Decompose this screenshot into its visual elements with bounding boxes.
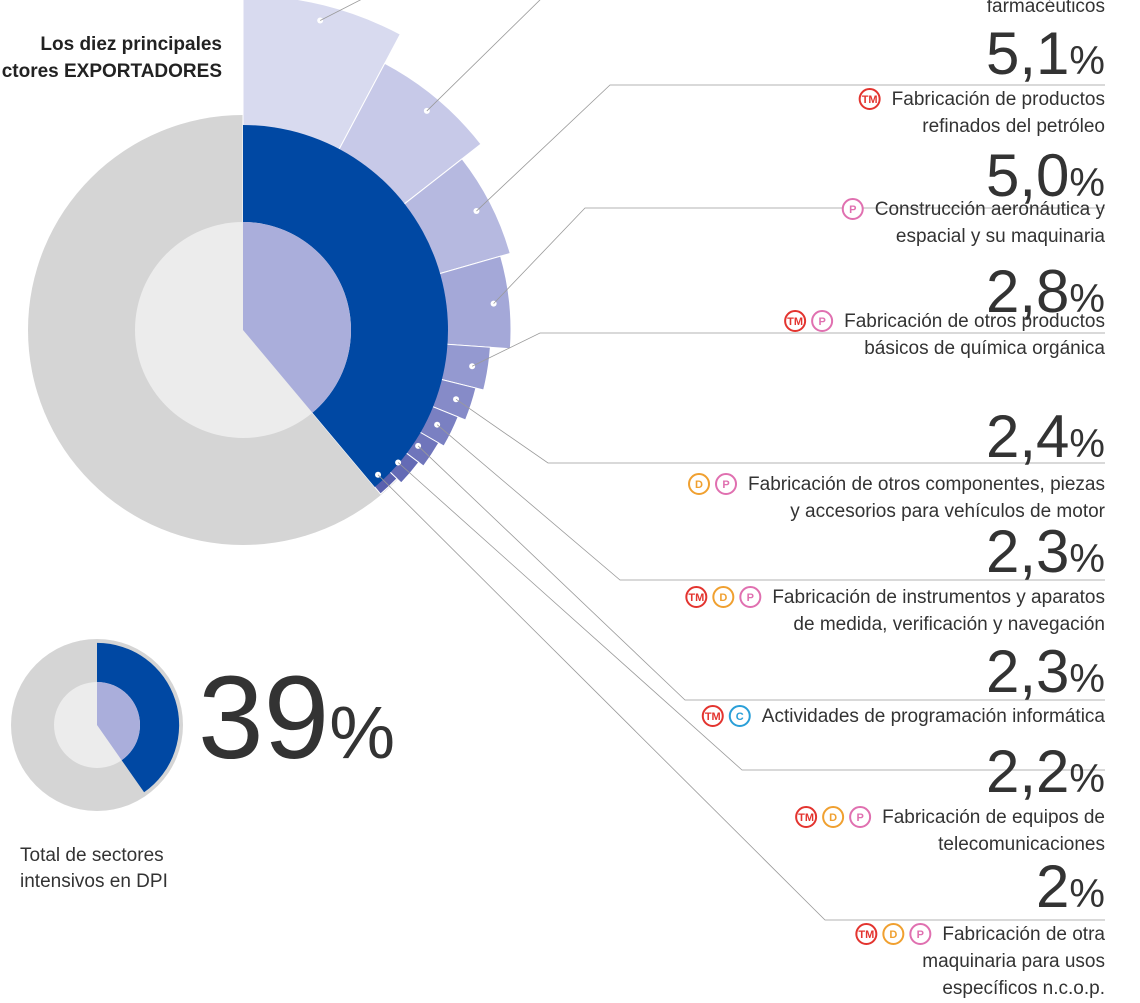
icon-letter: TM <box>862 94 878 106</box>
sector-value: 2,2% <box>986 738 1105 805</box>
leader-line <box>493 207 1105 304</box>
sector-value: 2,3% <box>986 638 1105 705</box>
value-number: 2,3 <box>986 638 1069 705</box>
sector-value: 2,4% <box>986 403 1105 470</box>
main-donut <box>28 0 512 545</box>
icon-letter: TM <box>798 812 814 824</box>
value-unit: % <box>1069 422 1105 466</box>
icon-letter: D <box>889 929 897 941</box>
icon-badge <box>855 923 878 945</box>
leader-line <box>455 398 1105 464</box>
sector-label: telecomunicaciones <box>938 834 1105 855</box>
value-unit: % <box>1069 277 1105 321</box>
icon-badge <box>728 705 751 727</box>
value-unit: % <box>1069 161 1105 205</box>
total-value: 39% <box>198 652 395 784</box>
sector-label: farmacéuticos <box>987 0 1105 17</box>
value-unit: % <box>1069 872 1105 916</box>
icon-letter: P <box>722 479 729 491</box>
icon-letter: P <box>747 592 754 604</box>
total-label: intensivos en DPI <box>20 871 168 892</box>
leader-line <box>426 0 541 112</box>
value-unit: % <box>1069 537 1105 581</box>
leader-line <box>476 84 1105 212</box>
sector-label: Fabricación de instrumentos y aparatos <box>772 587 1105 608</box>
icon-letter: C <box>736 711 744 723</box>
title: Los diez principales <box>40 34 222 55</box>
icon-badge <box>841 198 864 220</box>
total-label: Total de sectores <box>20 845 164 866</box>
value-number: 5,0 <box>986 142 1069 209</box>
sector-label: Fabricación de equipos de <box>882 807 1105 828</box>
sector-label: Actividades de programación informática <box>762 706 1106 727</box>
icon-badge <box>715 473 738 495</box>
sector-label: específicos n.c.o.p. <box>942 978 1105 999</box>
value-unit: % <box>1069 757 1105 801</box>
sector-label: Fabricación de otra <box>942 924 1105 945</box>
leader-line <box>471 332 1105 367</box>
sector-value: 2% <box>1036 853 1105 920</box>
icon-letter: TM <box>688 592 704 604</box>
sector-label: de medida, verificación y navegación <box>793 614 1105 635</box>
value-unit: % <box>1069 657 1105 701</box>
icon-badge <box>858 88 881 110</box>
icon-badge <box>822 806 845 828</box>
icon-badge <box>712 586 735 608</box>
icon-letter: P <box>856 812 863 824</box>
sector-label: Fabricación de productos <box>892 89 1105 110</box>
icon-badge <box>701 705 724 727</box>
sector-label: refinados del petróleo <box>922 116 1105 137</box>
icon-badge <box>811 310 834 332</box>
icon-letter: P <box>818 316 825 328</box>
leader-line <box>436 424 1105 581</box>
icon-letter: D <box>695 479 703 491</box>
leader-line <box>377 474 1105 921</box>
icon-letter: D <box>719 592 727 604</box>
icon-badge <box>688 473 711 495</box>
leader-line <box>417 445 1105 701</box>
sector-label: básicos de química orgánica <box>864 338 1105 359</box>
icon-badge <box>739 586 762 608</box>
leader-line <box>397 462 1105 771</box>
leader-lines <box>319 0 1105 921</box>
sector-label: espacial y su maquinaria <box>896 226 1106 247</box>
value-number: 2,4 <box>986 403 1069 470</box>
sector-label: maquinaria para usos <box>922 951 1105 972</box>
icon-letter: TM <box>705 711 721 723</box>
icon-letter: P <box>849 204 856 216</box>
icon-letter: P <box>917 929 924 941</box>
icon-badge <box>909 923 932 945</box>
icon-letter: TM <box>858 929 874 941</box>
title: ctores EXPORTADORES <box>2 61 222 82</box>
icon-badge <box>685 586 708 608</box>
value-number: 2,2 <box>986 738 1069 805</box>
icon-letter: TM <box>787 316 803 328</box>
sector-label: y accesorios para vehículos de motor <box>790 501 1105 522</box>
inner-sector <box>243 222 351 413</box>
leader-line <box>319 0 362 21</box>
icon-badge <box>784 310 807 332</box>
inner-sector <box>97 682 140 761</box>
value-number: 5,1 <box>986 20 1069 87</box>
icon-badge <box>849 806 872 828</box>
small-donut <box>11 639 183 811</box>
sector-label: Construcción aeronáutica y <box>875 199 1106 220</box>
value-number: 2,8 <box>986 258 1069 325</box>
icon-letter: D <box>829 812 837 824</box>
value-number: 2 <box>1036 853 1069 920</box>
icon-badge <box>795 806 818 828</box>
sector-label: Fabricación de otros componentes, piezas <box>748 474 1105 495</box>
sector-value: 5,0% <box>986 142 1105 209</box>
sector-value: 5,1% <box>986 20 1105 87</box>
value-unit: % <box>1069 39 1105 83</box>
value-number: 2,3 <box>986 518 1069 585</box>
sector-label: Fabricación de otros productos <box>844 311 1105 332</box>
icon-badge <box>882 923 905 945</box>
sector-value: 2,8% <box>986 258 1105 325</box>
sector-value: 2,3% <box>986 518 1105 585</box>
